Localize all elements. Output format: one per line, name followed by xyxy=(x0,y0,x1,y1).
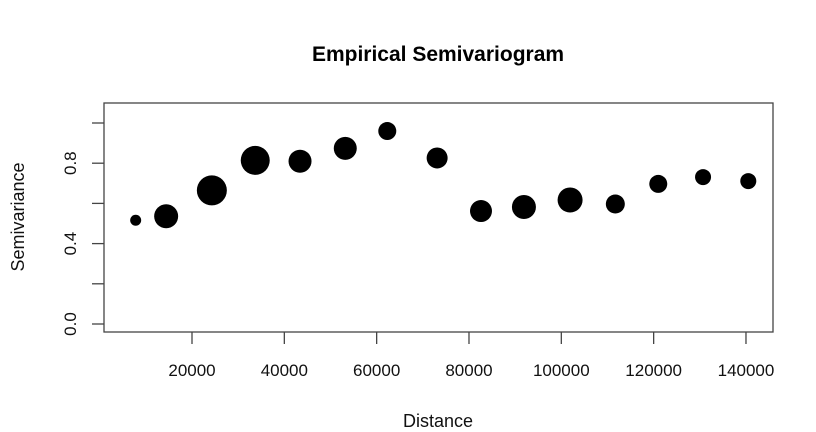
data-point xyxy=(557,187,583,213)
x-tick-label: 140000 xyxy=(718,361,775,380)
x-axis: 20000 40000 60000 80000 100000 120000 140000 xyxy=(168,332,774,380)
data-point xyxy=(695,169,712,186)
y-tick-label: 0.4 xyxy=(61,232,80,256)
data-point xyxy=(196,175,227,206)
data-point xyxy=(740,173,757,190)
y-axis-label: Semivariance xyxy=(8,162,28,271)
data-points xyxy=(130,122,757,229)
data-point xyxy=(426,147,448,169)
y-tick-label: 0.0 xyxy=(61,312,80,336)
x-tick-label: 60000 xyxy=(353,361,400,380)
data-point xyxy=(130,214,142,226)
data-point xyxy=(649,174,668,193)
x-tick-label: 80000 xyxy=(445,361,492,380)
data-point xyxy=(378,122,397,141)
x-tick-label: 40000 xyxy=(261,361,308,380)
data-point xyxy=(154,204,179,229)
x-tick-label: 100000 xyxy=(533,361,590,380)
x-axis-label: Distance xyxy=(403,411,473,431)
plot-frame xyxy=(103,102,774,333)
data-point xyxy=(605,194,625,214)
data-point xyxy=(288,149,312,173)
x-tick-label: 120000 xyxy=(625,361,682,380)
data-point xyxy=(333,136,357,160)
data-point xyxy=(511,195,536,220)
data-point xyxy=(240,145,270,175)
y-axis: 0.0 0.4 0.8 xyxy=(61,122,104,336)
chart-title: Empirical Semivariogram xyxy=(312,43,564,66)
data-point xyxy=(469,200,492,223)
y-tick-label: 0.8 xyxy=(61,151,80,175)
x-tick-label: 20000 xyxy=(168,361,215,380)
